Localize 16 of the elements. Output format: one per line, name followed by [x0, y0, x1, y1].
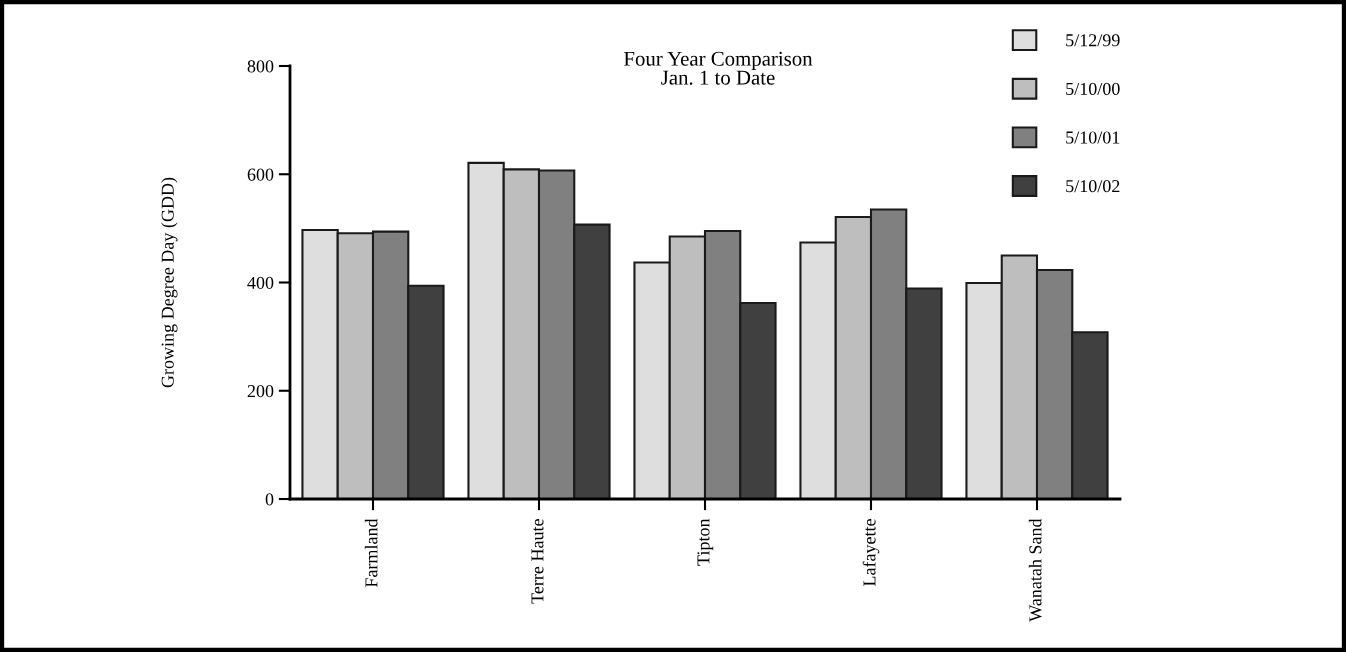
y-tick-label: 800 — [247, 60, 274, 73]
legend-label: 5/10/01 — [1066, 131, 1120, 144]
x-tick-label: Tipton — [697, 518, 714, 566]
y-tick-label: 600 — [247, 168, 274, 181]
x-tick-label: Wanatah Sand — [1028, 518, 1042, 622]
legend-label: 5/10/00 — [1066, 82, 1120, 95]
x-tick-label: Lafayette — [862, 519, 880, 587]
x-tick-label: Terre Haute — [531, 519, 544, 604]
y-tick-label: 200 — [247, 385, 274, 398]
y-tick-label: 400 — [247, 276, 274, 289]
y-tick-label: 0 — [265, 493, 274, 506]
y-axis-title: Growing Degree Day (GDD) — [161, 177, 178, 388]
x-tick-label: Farmland — [364, 518, 378, 588]
legend-label: 5/10/02 — [1066, 180, 1120, 193]
legend-label: 5/12/99 — [1066, 34, 1120, 47]
chart-title: Four Year Comparison Jan. 1 to Date — [623, 51, 813, 85]
